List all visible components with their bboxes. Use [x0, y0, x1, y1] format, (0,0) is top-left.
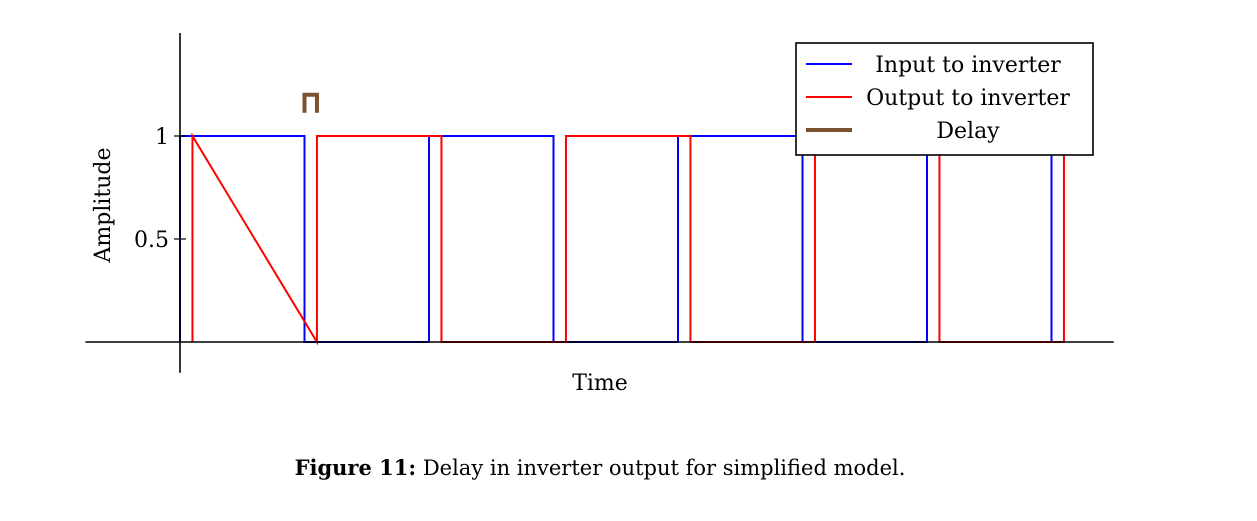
delay-bracket [302, 92, 319, 113]
figure-caption-text: Delay in inverter output for simplified … [416, 456, 906, 480]
y-tick-label: 0.5 [134, 228, 169, 253]
x-axis-label: Time [572, 371, 628, 396]
legend-entry-output: Output to inverter [866, 86, 1070, 111]
legend-entry-input: Input to inverter [875, 53, 1061, 78]
series-input-line [179, 135, 1053, 343]
series-output-line [191, 132, 1065, 346]
y-tick-label: 1 [155, 125, 169, 150]
axes-layer [85, 33, 1114, 373]
delay-marker [302, 92, 319, 113]
legend-entry-delay: Delay [936, 119, 1000, 144]
y-ticks: 0.51 [134, 125, 186, 253]
y-axis-label: Amplitude [91, 147, 116, 263]
legend: Input to inverter Output to inverter Del… [795, 42, 1094, 156]
series-layer [179, 132, 1065, 346]
legend-box [795, 42, 1094, 156]
figure-caption: Figure 11: Delay in inverter output for … [0, 455, 1200, 480]
figure-caption-label: Figure 11: [294, 455, 417, 480]
inverter-delay-chart: 0.51 Time Amplitude Input to inverter Ou… [85, 33, 1114, 396]
